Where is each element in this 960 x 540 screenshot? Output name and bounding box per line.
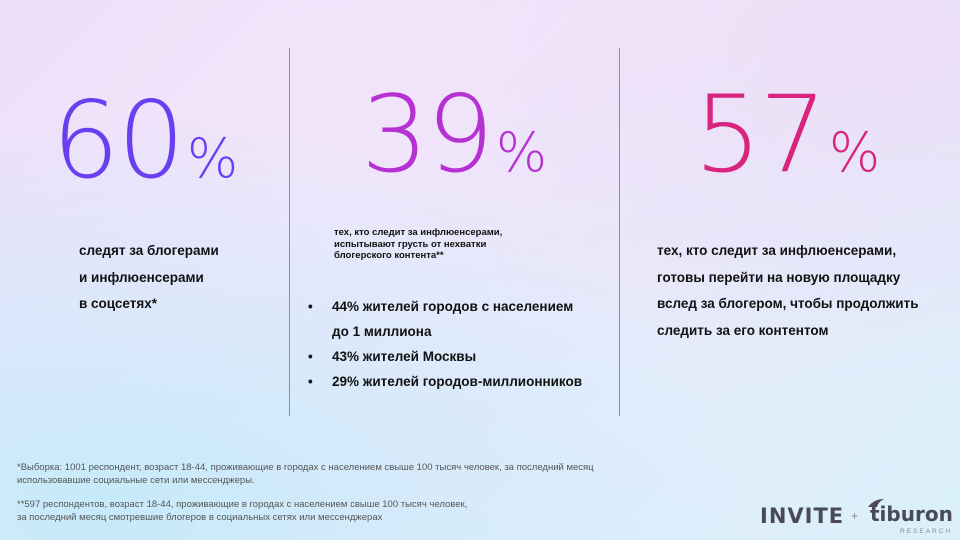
stat-2-bullet-list: • 44% жителей городов с населением до 1 … — [308, 294, 582, 394]
column-divider-2 — [619, 48, 620, 416]
footnote-2: **597 респондентов, возраст 18-44, прожи… — [17, 498, 467, 524]
bullet-line: 44% жителей городов с населением — [332, 299, 574, 314]
research-label: RESEARCH — [900, 528, 953, 535]
column-divider-1 — [289, 48, 290, 416]
footnote-line: **597 респондентов, возраст 18-44, прожи… — [17, 499, 468, 510]
stat-number: 39 — [361, 73, 494, 196]
stat-39-percent: 39% — [361, 82, 547, 188]
stat-number: 57 — [694, 73, 827, 196]
plus-sign: + — [851, 509, 859, 523]
bullet-item: • 44% жителей городов с населением до 1 … — [308, 294, 582, 344]
stat-percent-sign: % — [495, 121, 548, 184]
bullet-line: 43% жителей Москвы — [332, 349, 477, 364]
stat-percent-sign: % — [828, 121, 881, 184]
tiburon-logo: tiburon — [870, 502, 953, 526]
stat-number: 60 — [52, 79, 185, 202]
bullet-dot: • — [308, 349, 313, 364]
bullet-dot: • — [308, 374, 313, 389]
fin-icon — [868, 499, 884, 507]
bullet-item: • 43% жителей Москвы — [308, 344, 582, 369]
bullet-item: • 29% жителей городов-миллионников — [308, 369, 582, 394]
footnote-line: *Выборка: 1001 респондент, возраст 18-44… — [17, 462, 594, 473]
footnote-line: за последний месяц смотревшие блогеров в… — [17, 512, 383, 523]
stat-2-note: тех, кто следит за инфлюенсерами, испыты… — [334, 227, 502, 262]
partner-logos: INVITE + tiburon RESEARCH — [760, 499, 953, 536]
description-line: и инфлюенсерами — [79, 269, 204, 285]
footnote-line: использовавшие социальные сети или мессе… — [17, 475, 255, 486]
description-line: вслед за блогером, чтобы продолжить — [657, 296, 919, 311]
description-line: в соцсетях* — [79, 296, 158, 311]
stat-1-description: следят за блогерами и инфлюенсерами в со… — [79, 238, 219, 318]
note-line: тех, кто следит за инфлюенсерами, — [334, 227, 503, 238]
description-line: готовы перейти на новую площадку — [657, 269, 901, 285]
description-line: тех, кто следит за инфлюенсерами, — [657, 243, 897, 258]
stat-percent-sign: % — [186, 127, 239, 190]
description-line: следят за блогерами — [79, 243, 219, 258]
note-line: блогерского контента** — [334, 250, 444, 261]
stat-57-percent: 57% — [694, 82, 880, 188]
footnote-1: *Выборка: 1001 респондент, возраст 18-44… — [17, 461, 594, 487]
bullet-line: 29% жителей городов-миллионников — [332, 374, 583, 389]
bullet-dot: • — [308, 299, 313, 314]
stat-60-percent: 60% — [52, 88, 238, 194]
invite-logo: INVITE — [760, 504, 845, 528]
note-line: испытывают грусть от нехватки — [334, 238, 487, 250]
bullet-line: до 1 миллиона — [332, 324, 432, 339]
description-line: следить за его контентом — [657, 322, 829, 338]
stat-3-description: тех, кто следит за инфлюенсерами, готовы… — [657, 238, 919, 344]
